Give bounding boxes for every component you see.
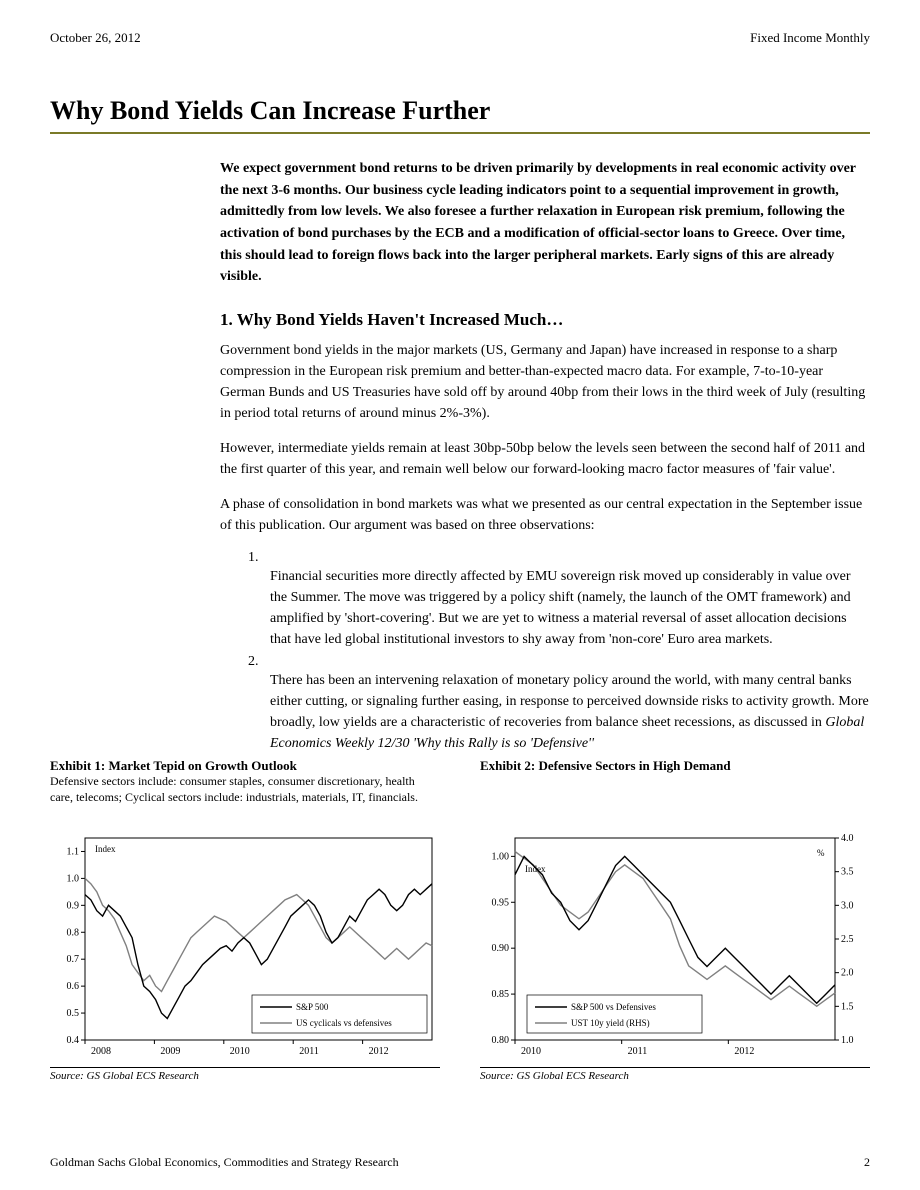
header-publication: Fixed Income Monthly [750, 30, 870, 46]
paragraph-3: A phase of consolidation in bond markets… [220, 494, 870, 536]
svg-text:3.5: 3.5 [841, 867, 854, 878]
exhibit-2-chart: 0.80 0.85 0.90 0.95 1.00 1.0 1.5 2.0 2.5 3.0 3.5 4.… [480, 830, 870, 1060]
list-number-1: 1. [248, 550, 870, 566]
svg-text:2011: 2011 [628, 1046, 648, 1057]
page-title: Why Bond Yields Can Increase Further [50, 96, 870, 126]
header-date: October 26, 2012 [50, 30, 141, 46]
svg-text:US cyclicals vs defensives: US cyclicals vs defensives [296, 1018, 392, 1028]
list-item-2-text: There has been an intervening relaxation… [270, 673, 869, 730]
exhibit-2-title: Exhibit 2: Defensive Sectors in High Dem… [480, 758, 870, 774]
svg-text:2012: 2012 [734, 1046, 754, 1057]
svg-text:S&P 500: S&P 500 [296, 1002, 329, 1012]
exhibit-2-source: Source: GS Global ECS Research [480, 1067, 870, 1082]
svg-text:%: % [817, 848, 825, 858]
svg-text:2011: 2011 [299, 1046, 319, 1057]
svg-text:2008: 2008 [91, 1046, 111, 1057]
svg-text:2010: 2010 [521, 1046, 541, 1057]
svg-text:2.0: 2.0 [841, 968, 854, 979]
svg-text:1.1: 1.1 [67, 847, 80, 858]
svg-text:0.4: 0.4 [67, 1035, 80, 1046]
svg-text:0.90: 0.90 [492, 943, 510, 954]
svg-text:4.0: 4.0 [841, 833, 854, 844]
paragraph-2: However, intermediate yields remain at l… [220, 438, 870, 480]
svg-text:0.7: 0.7 [67, 954, 80, 965]
exhibit-2-subtitle [480, 774, 870, 822]
exhibit-1-chart: 0.4 0.5 0.6 0.7 0.8 0.9 1.0 1.1 2008 2009 2010 2011… [50, 830, 440, 1060]
svg-text:UST 10y yield (RHS): UST 10y yield (RHS) [571, 1018, 650, 1028]
paragraph-1: Government bond yields in the major mark… [220, 340, 870, 424]
svg-text:0.8: 0.8 [67, 927, 80, 938]
svg-text:S&P 500 vs Defensives: S&P 500 vs Defensives [571, 1002, 656, 1012]
section-heading-1: 1. Why Bond Yields Haven't Increased Muc… [220, 310, 870, 330]
svg-text:0.95: 0.95 [492, 897, 510, 908]
intro-paragraph: We expect government bond returns to be … [220, 158, 870, 288]
svg-text:2.5: 2.5 [841, 934, 854, 945]
svg-text:1.5: 1.5 [841, 1001, 854, 1012]
exhibit-1-title: Exhibit 1: Market Tepid on Growth Outloo… [50, 758, 440, 774]
svg-text:3.0: 3.0 [841, 900, 854, 911]
svg-text:2012: 2012 [369, 1046, 389, 1057]
footer-text: Goldman Sachs Global Economics, Commodit… [50, 1155, 399, 1170]
svg-text:Index: Index [525, 864, 546, 874]
svg-text:0.9: 0.9 [67, 900, 80, 911]
exhibit-1-subtitle: Defensive sectors include: consumer stap… [50, 774, 440, 822]
exhibit-1-source: Source: GS Global ECS Research [50, 1067, 440, 1082]
footer-page-number: 2 [864, 1155, 870, 1170]
list-number-2: 2. [248, 654, 870, 670]
svg-text:0.5: 0.5 [67, 1008, 80, 1019]
svg-text:Index: Index [95, 844, 116, 854]
svg-text:1.0: 1.0 [841, 1035, 854, 1046]
svg-text:0.6: 0.6 [67, 981, 80, 992]
list-item-1: Financial securities more directly affec… [270, 566, 870, 650]
list-item-2: There has been an intervening relaxation… [270, 670, 870, 754]
svg-text:1.00: 1.00 [492, 851, 510, 862]
svg-text:2010: 2010 [230, 1046, 250, 1057]
svg-text:0.85: 0.85 [492, 989, 510, 1000]
exhibit-1: Exhibit 1: Market Tepid on Growth Outloo… [50, 758, 440, 1082]
svg-text:2009: 2009 [160, 1046, 180, 1057]
title-rule [50, 132, 870, 134]
svg-text:0.80: 0.80 [492, 1035, 510, 1046]
exhibit-2: Exhibit 2: Defensive Sectors in High Dem… [480, 758, 870, 1082]
svg-text:1.0: 1.0 [67, 874, 80, 885]
